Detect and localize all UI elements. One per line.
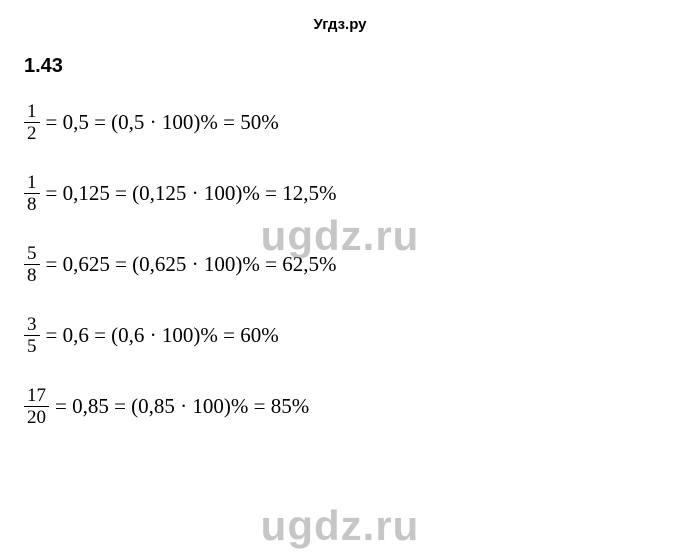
fraction: 5 8 (24, 244, 40, 285)
equation-text: = 0,6 = (0,6 · 100)% = 60% (46, 325, 279, 346)
numerator: 1 (24, 173, 40, 193)
fraction: 17 20 (24, 386, 49, 427)
denominator: 5 (24, 335, 40, 356)
equation-row: 17 20 = 0,85 = (0,85 · 100)% = 85% (24, 386, 656, 427)
equation-text: = 0,5 = (0,5 · 100)% = 50% (46, 112, 279, 133)
header-site-link: Угдз.ру (24, 16, 656, 33)
numerator: 17 (24, 386, 49, 406)
watermark-text: ugdz.ru (261, 502, 420, 550)
fraction: 3 5 (24, 315, 40, 356)
equation-text: = 0,125 = (0,125 · 100)% = 12,5% (46, 183, 337, 204)
equation-row: 1 8 = 0,125 = (0,125 · 100)% = 12,5% (24, 173, 656, 214)
numerator: 3 (24, 315, 40, 335)
denominator: 2 (24, 122, 40, 143)
equation-text: = 0,625 = (0,625 · 100)% = 62,5% (46, 254, 337, 275)
equation-row: 3 5 = 0,6 = (0,6 · 100)% = 60% (24, 315, 656, 356)
numerator: 1 (24, 102, 40, 122)
equation-text: = 0,85 = (0,85 · 100)% = 85% (55, 396, 309, 417)
problem-number: 1.43 (24, 55, 656, 78)
equation-row: 1 2 = 0,5 = (0,5 · 100)% = 50% (24, 102, 656, 143)
numerator: 5 (24, 244, 40, 264)
denominator: 8 (24, 264, 40, 285)
equation-row: 5 8 = 0,625 = (0,625 · 100)% = 62,5% (24, 244, 656, 285)
fraction: 1 8 (24, 173, 40, 214)
denominator: 20 (24, 406, 49, 427)
denominator: 8 (24, 193, 40, 214)
fraction: 1 2 (24, 102, 40, 143)
